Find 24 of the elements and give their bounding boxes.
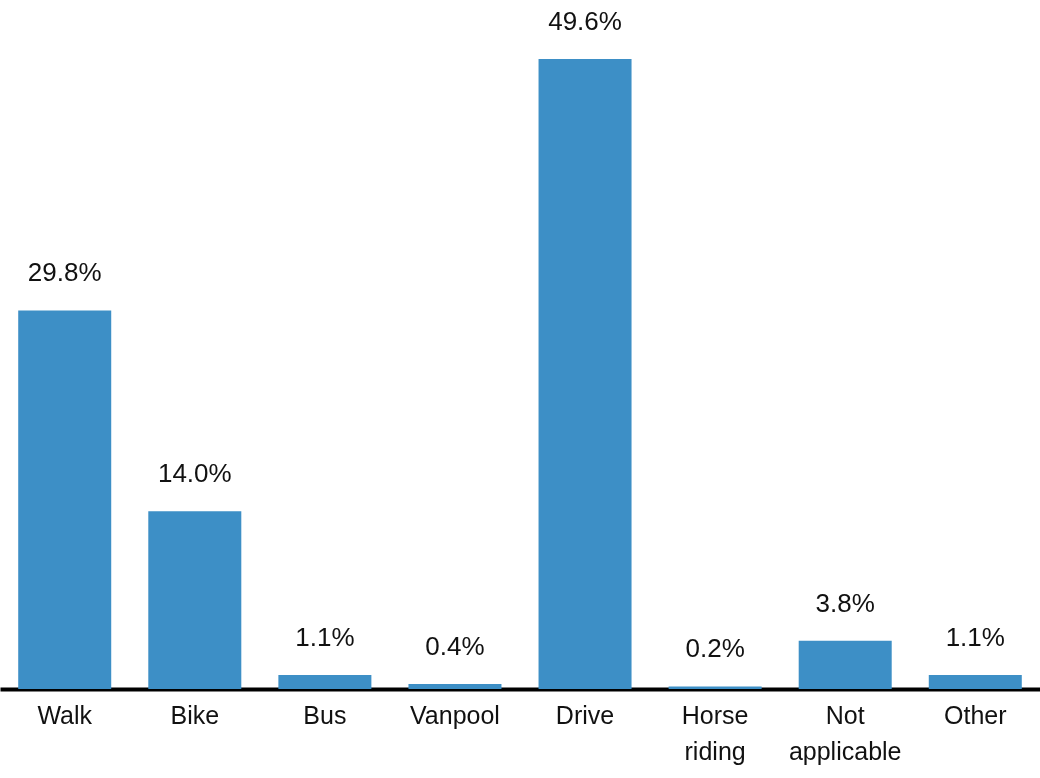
data-label: 29.8%: [27, 257, 102, 288]
bar: [278, 675, 372, 689]
data-label: 1.1%: [295, 622, 355, 653]
x-tick-label: Vanpool: [410, 700, 500, 729]
data-label: 1.1%: [945, 622, 1005, 653]
data-label: 14.0%: [157, 458, 232, 489]
x-tick-label: Bus: [303, 700, 347, 729]
x-tick-label: Horse riding: [681, 700, 749, 765]
x-tick-label: Other: [944, 700, 1007, 729]
x-tick-label: Walk: [37, 700, 93, 729]
data-label: 3.8%: [815, 587, 875, 618]
data-label: 0.2%: [685, 633, 745, 664]
x-tick-label: Not applicable: [788, 700, 902, 765]
bar: [538, 59, 632, 689]
bar: [148, 511, 242, 689]
bar: [408, 683, 502, 689]
x-tick-label: Bike: [170, 700, 220, 729]
data-label: 49.6%: [548, 6, 622, 36]
bar: [928, 675, 1022, 689]
bar: [798, 640, 892, 689]
x-tick-label: Drive: [555, 700, 615, 729]
bar: [668, 686, 762, 689]
data-label: 0.4%: [425, 630, 485, 661]
bar: [18, 310, 112, 689]
